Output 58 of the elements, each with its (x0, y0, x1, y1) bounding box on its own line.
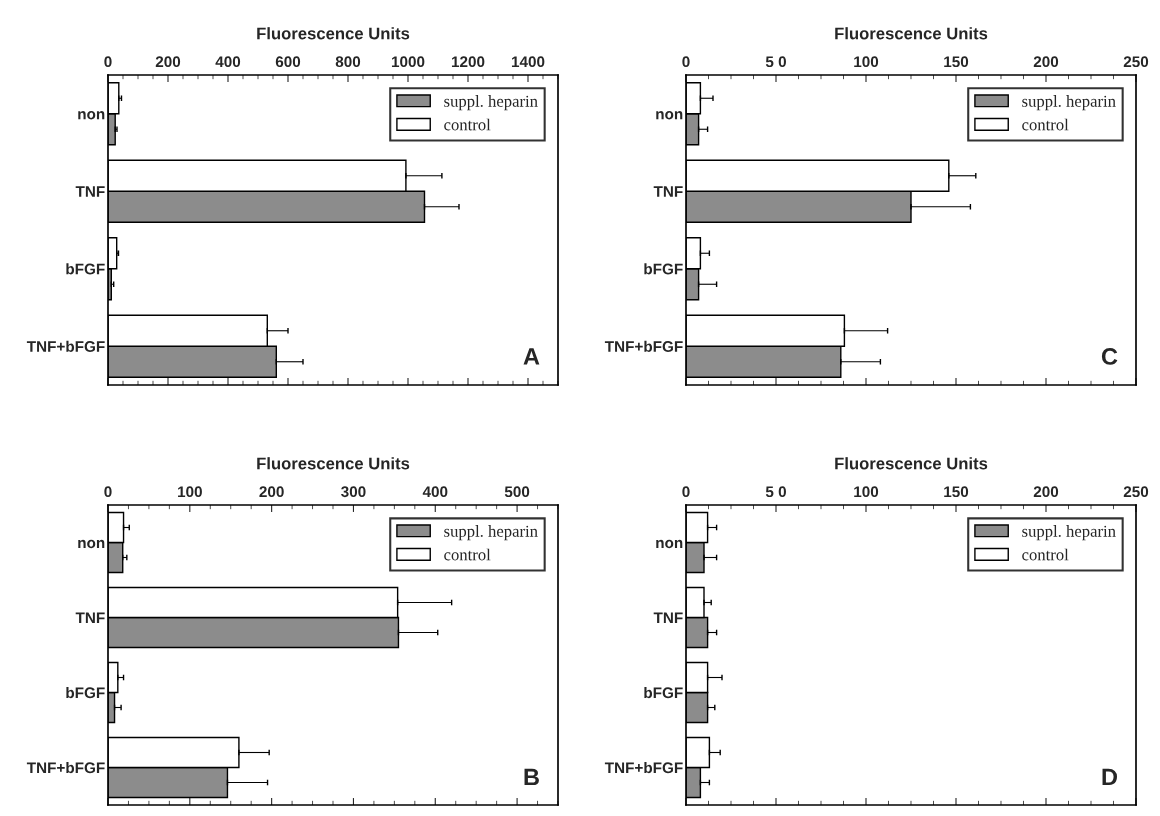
y-tick-label: non (656, 539, 683, 549)
x-tick-label: 150 (944, 486, 969, 498)
x-tick-label: 0 (682, 486, 690, 498)
y-tick-label: bFGF (66, 263, 105, 275)
y-tick-label: TNF (653, 186, 683, 197)
x-tick-label: 5 0 (765, 486, 786, 498)
y-tick-label: bFGF (66, 686, 105, 699)
x-tick-label: 0 (104, 56, 112, 68)
annotation: D (1102, 768, 1118, 786)
y-tick-label: non (78, 539, 105, 549)
x-tick-label: 400 (422, 486, 448, 498)
x-axis-title: Fluorescence Units (257, 457, 410, 470)
legend-label: suppl. heparin (1022, 525, 1116, 541)
x-axis-title: Fluorescence Units (835, 457, 988, 470)
y-tick-label: non (78, 111, 105, 120)
y-tick-label: non (656, 111, 683, 120)
x-tick-label: 500 (504, 486, 530, 498)
x-tick-label: 200 (155, 56, 181, 68)
y-tick-label: TNF+bFGF (604, 761, 683, 774)
x-tick-label: 200 (259, 486, 284, 498)
x-tick-label: 1400 (511, 56, 545, 68)
y-tick-label: TNF+bFGF (26, 761, 105, 774)
y-tick-label: TNF (75, 612, 105, 624)
x-tick-label: 5 0 (765, 56, 786, 68)
x-tick-label: 100 (178, 486, 202, 498)
legend-label: suppl. heparin (444, 525, 538, 541)
y-tick-label: TNF+bFGF (26, 340, 105, 352)
legend-label: suppl. heparin (1022, 95, 1116, 111)
y-tick-label: bFGF (644, 263, 683, 275)
x-tick-label: 100 (854, 486, 879, 498)
x-tick-label: 1000 (391, 56, 425, 68)
annotation: A (523, 348, 540, 365)
legend-label: suppl. heparin (444, 95, 538, 111)
legend-label: control (444, 118, 491, 131)
x-tick-label: 100 (854, 56, 879, 68)
x-tick-label: 250 (1123, 56, 1149, 68)
x-tick-label: 150 (944, 56, 969, 68)
x-tick-label: 200 (1033, 486, 1059, 498)
x-tick-label: 400 (215, 56, 241, 68)
legend-label: control (1022, 118, 1069, 131)
x-tick-label: 600 (275, 56, 301, 68)
y-tick-label: TNF (75, 186, 105, 197)
x-tick-label: 800 (335, 56, 361, 68)
x-tick-label: 300 (341, 486, 366, 498)
annotation: C (1101, 348, 1118, 365)
x-tick-label: 200 (1033, 56, 1059, 68)
y-tick-label: TNF+bFGF (604, 340, 683, 352)
x-axis-title: Fluorescence Units (257, 27, 410, 40)
x-axis-title: Fluorescence Units (835, 27, 988, 40)
y-tick-label: TNF (653, 612, 683, 624)
x-tick-label: 0 (104, 486, 112, 498)
x-tick-label: 1200 (451, 56, 485, 68)
y-tick-label: bFGF (644, 686, 683, 699)
legend-label: control (444, 548, 491, 561)
x-tick-label: 250 (1123, 486, 1149, 498)
x-tick-label: 0 (682, 56, 690, 68)
legend-label: control (1022, 548, 1069, 561)
annotation: B (524, 768, 539, 786)
